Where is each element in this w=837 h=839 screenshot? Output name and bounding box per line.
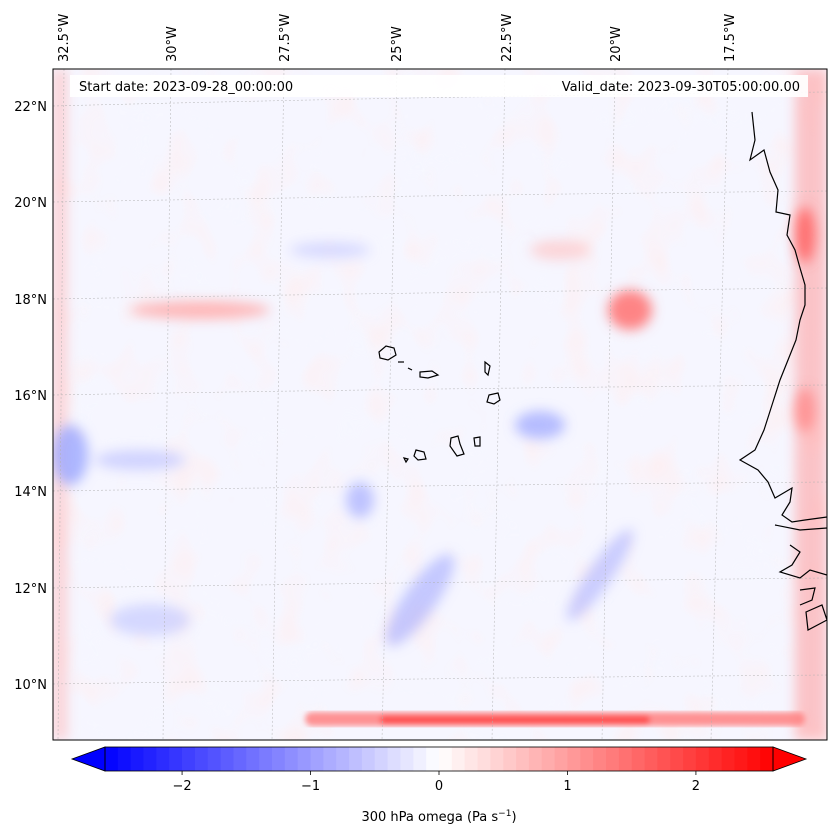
cape-verde-islands [378, 345, 501, 464]
colorbar-tick-label: 1 [563, 779, 571, 794]
colorbar-ticks: −2 −1 0 1 2 [172, 771, 700, 794]
colorbar-cell [336, 747, 350, 771]
colorbar-cell [631, 747, 645, 771]
colorbar-cell [246, 747, 260, 771]
colorbar-cell [374, 747, 389, 771]
lon-label: 30°W [165, 26, 180, 62]
colorbar-title-main: 300 hPa omega (Pa s [361, 810, 498, 825]
lat-label: 14°N [14, 485, 47, 500]
colorbar-cell [528, 747, 543, 771]
latitude-labels: 22°N 20°N 18°N 16°N 14°N 12°N 10°N [14, 100, 47, 693]
colorbar-cell [683, 747, 697, 771]
colorbar-cell [695, 747, 710, 771]
colorbar-cell [503, 747, 517, 771]
longitude-labels: 32.5°W 30°W 27.5°W 25°W 22.5°W 20°W 17.5… [57, 14, 738, 62]
colorbar-cell [708, 747, 723, 771]
southern-band [305, 712, 805, 726]
colorbar-title: 300 hPa omega (Pa s−1) [361, 809, 516, 825]
lon-label: 25°W [390, 26, 405, 62]
colorbar-cells [105, 747, 774, 771]
lat-label: 18°N [14, 293, 47, 308]
valid-date-label: Valid_date: 2023-09-30T05:00:00.00 [562, 80, 800, 95]
lon-label: 32.5°W [57, 14, 72, 62]
colorbar-cell [349, 747, 363, 771]
colorbar-cell [220, 747, 234, 771]
colorbar-cell [130, 747, 144, 771]
lon-label: 17.5°W [723, 14, 738, 62]
colorbar-cell [464, 747, 478, 771]
colorbar-cell [580, 747, 594, 771]
colorbar-cell [297, 747, 311, 771]
lat-label: 20°N [14, 196, 47, 211]
colorbar-min-arrow [70, 746, 106, 772]
colorbar-cell [117, 747, 132, 771]
colorbar-max-arrow [772, 746, 808, 772]
colorbar-cell [734, 747, 748, 771]
colorbar: −2 −1 0 1 2 300 hPa omega (Pa s−1) [70, 746, 808, 825]
colorbar-title-exponent: −1 [498, 809, 511, 819]
colorbar-cell [541, 747, 556, 771]
colorbar-cell [606, 747, 620, 771]
colorbar-cell [143, 747, 157, 771]
coastline [738, 111, 827, 631]
colorbar-cell [618, 747, 633, 771]
colorbar-cell [233, 747, 247, 771]
colorbar-cell [207, 747, 222, 771]
lat-label: 12°N [14, 582, 47, 597]
colorbar-tick-label: −2 [172, 779, 191, 794]
colorbar-cell [593, 747, 607, 771]
colorbar-cell [272, 747, 286, 771]
colorbar-cell [567, 747, 581, 771]
colorbar-cell [156, 747, 170, 771]
colorbar-cell [439, 747, 453, 771]
colorbar-tick-label: −1 [301, 779, 320, 794]
lat-label: 22°N [14, 100, 47, 115]
colorbar-tick-label: 0 [435, 779, 443, 794]
colorbar-cell [169, 747, 183, 771]
lon-label: 20°W [609, 26, 624, 62]
omega-features [53, 207, 815, 646]
colorbar-cell [490, 747, 504, 771]
date-label-background [70, 75, 808, 97]
colorbar-cell [426, 747, 440, 771]
colorbar-cell [477, 747, 491, 771]
colorbar-cell [361, 747, 376, 771]
colorbar-cell [760, 747, 774, 771]
colorbar-cell [554, 747, 568, 771]
map-frame [52, 68, 828, 741]
colorbar-cell [400, 747, 414, 771]
colorbar-cell [721, 747, 735, 771]
colorbar-cell [182, 747, 196, 771]
colorbar-cell [644, 747, 658, 771]
colorbar-cell [310, 747, 324, 771]
colorbar-cell [657, 747, 671, 771]
lat-label: 10°N [14, 678, 47, 693]
colorbar-cell [194, 747, 209, 771]
colorbar-cell [387, 747, 401, 771]
colorbar-title-close: ) [511, 810, 516, 825]
lat-label: 16°N [14, 389, 47, 404]
omega-field: Start date: 2023-09-28_00:00:00 Valid_da… [53, 69, 827, 740]
colorbar-cell [323, 747, 337, 771]
start-date-label: Start date: 2023-09-28_00:00:00 [79, 80, 293, 95]
lon-label: 22.5°W [500, 14, 515, 62]
lon-label: 27.5°W [278, 14, 293, 62]
colorbar-cell [451, 747, 466, 771]
colorbar-cell [284, 747, 299, 771]
colorbar-tick-label: 2 [692, 779, 700, 794]
colorbar-cell [747, 747, 761, 771]
colorbar-cell [516, 747, 530, 771]
colorbar-cell [259, 747, 273, 771]
colorbar-cell [105, 747, 119, 771]
colorbar-cell [670, 747, 684, 771]
colorbar-cell [413, 747, 427, 771]
